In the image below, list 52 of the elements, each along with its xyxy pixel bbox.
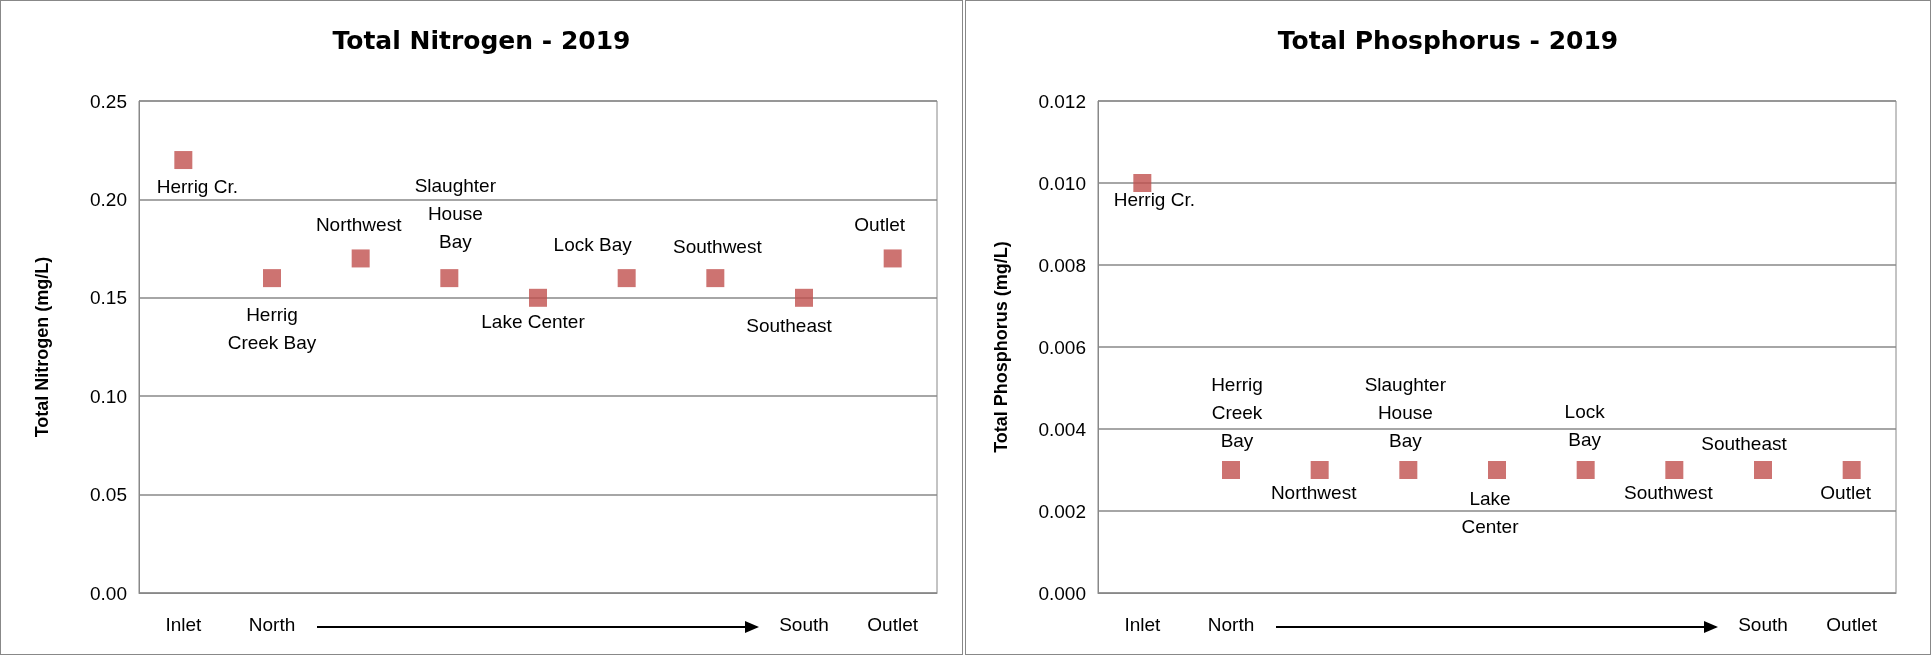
point [883, 249, 902, 268]
point [351, 249, 370, 268]
annotation: Herrig Creek Bay [227, 303, 317, 353]
y-tick-label: 0.004 [1038, 418, 1087, 440]
annotation: Lake Center [481, 311, 586, 333]
annotation: Herrig Cr. [156, 175, 238, 197]
annotation: Southeast [746, 315, 833, 337]
annotation: Southwest [1623, 481, 1714, 503]
y-tick-label: 0.20 [90, 188, 127, 210]
annotation: Lock Bay [553, 233, 633, 255]
annotation: Outlet [854, 213, 906, 235]
chart-title: Total Phosphorus - 2019 [1277, 26, 1619, 55]
chart-title: Total Nitrogen - 2019 [332, 26, 631, 55]
y-tick-label: 0.05 [90, 484, 127, 506]
y-tick-label: 0.006 [1038, 336, 1086, 358]
y-tick-label: 0.010 [1038, 172, 1086, 194]
point [529, 288, 547, 307]
annotation: Southeast [1701, 432, 1788, 454]
point [795, 288, 813, 307]
annotation: Slaughter House Bay [414, 174, 497, 252]
annotation: Lake Center [1461, 487, 1520, 537]
point [617, 269, 636, 288]
annotation: Slaughter House Bay [1364, 373, 1447, 451]
y-tick-label: 0.002 [1038, 500, 1086, 522]
y-axis-title: Total Phosphorus (mg/L) [991, 241, 1011, 453]
annotation: Outlet [1820, 481, 1872, 503]
point [440, 269, 459, 288]
annotation: Herrig Creek Bay [1211, 373, 1263, 451]
point [706, 269, 725, 288]
y-tick-label: 0.008 [1038, 254, 1086, 276]
x-tick-label: North [248, 614, 296, 635]
y-tick-label: 0.00 [90, 582, 127, 604]
y-axis-title: Total Nitrogen (mg/L) [32, 256, 52, 438]
x-tick-label: South [779, 614, 829, 635]
y-tick-label: 0.10 [90, 385, 127, 407]
x-tick-label: North [1207, 614, 1255, 635]
annotation: Southwest [672, 235, 763, 257]
annotation: Herrig Cr. [1113, 188, 1195, 210]
x-tick-label: Inlet [1124, 614, 1162, 635]
annotation: Lock Bay [1564, 400, 1606, 450]
x-tick-label: South [1738, 614, 1788, 635]
y-tick-label: 0.25 [90, 90, 127, 112]
x-tick-label: Inlet [165, 614, 203, 635]
x-tick-label: Outlet [1826, 614, 1878, 635]
y-tick-label: 0.15 [90, 287, 127, 309]
annotation: Northwest [315, 213, 403, 235]
y-tick-label: 0.000 [1038, 582, 1086, 604]
point [174, 151, 193, 170]
point [263, 269, 281, 288]
x-tick-label: Outlet [867, 614, 919, 635]
annotation: Northwest [1270, 481, 1358, 503]
y-tick-label: 0.012 [1038, 90, 1086, 112]
